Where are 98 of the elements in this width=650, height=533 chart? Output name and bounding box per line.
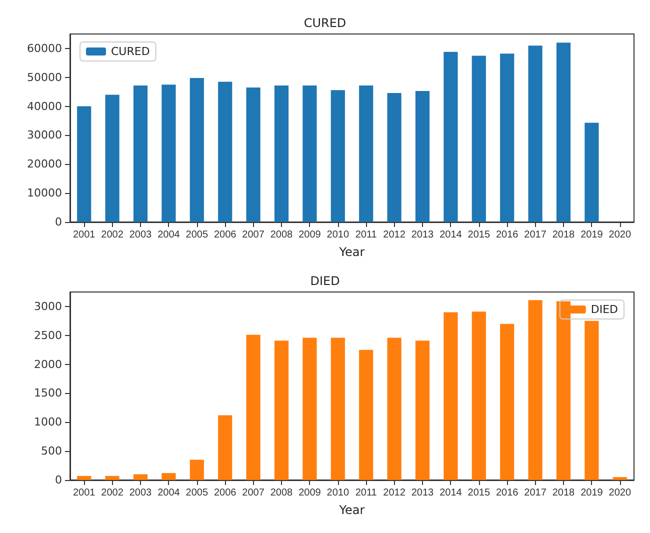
x-tick-label: 2018: [552, 230, 576, 240]
x-tick-label: 2001: [72, 488, 96, 498]
x-tick-label: 2008: [270, 230, 294, 240]
bar: [415, 340, 430, 480]
y-tick-label: 1000: [34, 416, 62, 429]
bar: [584, 320, 599, 480]
x-tick-label: 2008: [270, 488, 294, 498]
bar: [444, 52, 458, 222]
bar: [500, 324, 514, 480]
x-tick-label: 2017: [524, 488, 547, 498]
y-tick-label: 500: [41, 444, 62, 458]
x-tick-label: 2011: [355, 488, 378, 498]
bar: [528, 46, 542, 222]
bar: [415, 90, 430, 222]
x-tick-label: 2019: [580, 230, 604, 240]
bar: [190, 460, 204, 480]
bar: [218, 415, 232, 480]
x-tick-label: 2003: [129, 488, 152, 498]
y-tick-label: 20000: [27, 158, 62, 171]
bar: [472, 312, 486, 480]
bar: [274, 85, 289, 222]
bar: [105, 476, 120, 480]
bar: [472, 56, 486, 222]
chart-title: CURED: [304, 16, 346, 30]
bar: [556, 42, 571, 222]
y-tick-label: 30000: [27, 128, 62, 142]
y-tick-label: 2000: [34, 358, 62, 371]
bar: [500, 54, 514, 222]
x-tick-label: 2013: [411, 230, 434, 240]
x-tick-label: 2004: [158, 230, 180, 240]
bar: [584, 122, 599, 222]
x-tick-label: 2014: [440, 488, 462, 498]
x-tick-label: 2016: [496, 488, 519, 498]
bar: [77, 106, 92, 222]
x-tick-label: 2010: [326, 488, 350, 498]
y-tick-label: 40000: [27, 100, 62, 113]
x-tick-label: 2010: [326, 230, 350, 240]
x-tick-label: 2019: [580, 488, 604, 498]
bar: [302, 338, 317, 480]
x-tick-label: 2020: [608, 230, 632, 240]
x-tick-label: 2005: [186, 230, 208, 240]
x-tick-label: 2016: [496, 230, 519, 240]
x-tick-label: 2007: [242, 488, 265, 498]
x-tick-label: 2009: [298, 230, 322, 240]
bar: [387, 93, 402, 222]
x-tick-label: 2006: [214, 230, 237, 240]
bar: [246, 88, 260, 222]
x-tick-label: 2011: [355, 230, 378, 240]
x-tick-label: 2012: [383, 488, 406, 498]
x-tick-label: 2014: [440, 230, 462, 240]
x-tick-label: 2009: [298, 488, 322, 498]
x-axis-title: Year: [338, 245, 365, 259]
bar: [330, 90, 345, 222]
x-tick-label: 2002: [101, 230, 124, 240]
x-tick-label: 2005: [186, 488, 208, 498]
x-tick-label: 2018: [552, 488, 576, 498]
x-tick-label: 2015: [468, 230, 490, 240]
legend-label: CURED: [111, 45, 150, 58]
bar: [330, 338, 345, 480]
x-tick-label: 2017: [524, 230, 547, 240]
bar: [162, 473, 176, 480]
y-tick-label: 50000: [27, 70, 62, 84]
y-tick-label: 1500: [34, 386, 62, 400]
x-tick-label: 2001: [72, 230, 96, 240]
y-tick-label: 60000: [27, 42, 62, 55]
x-tick-label: 2006: [214, 488, 237, 498]
y-tick-label: 0: [55, 474, 62, 486]
bar: [528, 300, 542, 480]
bar: [359, 350, 374, 480]
y-tick-label: 0: [55, 216, 62, 228]
bar: [77, 476, 92, 480]
y-tick-label: 3000: [34, 300, 62, 313]
x-tick-label: 2013: [411, 488, 434, 498]
x-tick-label: 2002: [101, 488, 124, 498]
bar: [302, 85, 317, 222]
bar: [444, 312, 458, 480]
bar: [190, 78, 204, 222]
x-tick-label: 2020: [608, 488, 632, 498]
y-tick-label: 10000: [27, 186, 62, 200]
bar: [218, 82, 232, 222]
bar: [387, 338, 402, 480]
bar: [274, 340, 289, 480]
bar: [612, 477, 627, 480]
bar: [105, 94, 120, 222]
x-tick-label: 2015: [468, 488, 490, 498]
y-tick-label: 2500: [34, 328, 62, 342]
x-tick-label: 2003: [129, 230, 152, 240]
bar: [359, 85, 374, 222]
bar: [246, 334, 260, 480]
x-tick-label: 2007: [242, 230, 265, 240]
chart-title: DIED: [310, 274, 340, 288]
bar: [162, 84, 176, 222]
x-axis-title: Year: [338, 503, 365, 517]
legend-label: DIED: [590, 303, 618, 316]
x-tick-label: 2012: [383, 230, 406, 240]
bar: [133, 474, 148, 480]
x-tick-label: 2004: [158, 488, 180, 498]
bar: [133, 85, 148, 222]
